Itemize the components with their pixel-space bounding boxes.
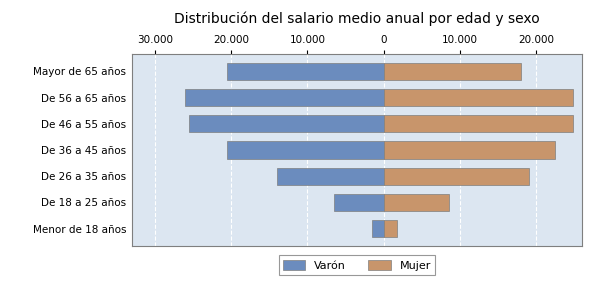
Bar [227, 63, 383, 80]
Bar [334, 194, 383, 211]
Bar [383, 220, 397, 237]
Bar [383, 89, 573, 106]
Bar [372, 220, 383, 237]
Bar [383, 168, 529, 185]
Bar [185, 89, 383, 106]
Title: Distribución del salario medio anual por edad y sexo: Distribución del salario medio anual por… [174, 12, 540, 26]
Bar [227, 142, 383, 158]
Bar [277, 168, 383, 185]
Bar [383, 194, 449, 211]
Bar [189, 115, 383, 132]
Bar [383, 142, 556, 158]
Bar [383, 115, 573, 132]
Bar [383, 63, 521, 80]
Legend: Varón, Mujer: Varón, Mujer [279, 255, 435, 275]
